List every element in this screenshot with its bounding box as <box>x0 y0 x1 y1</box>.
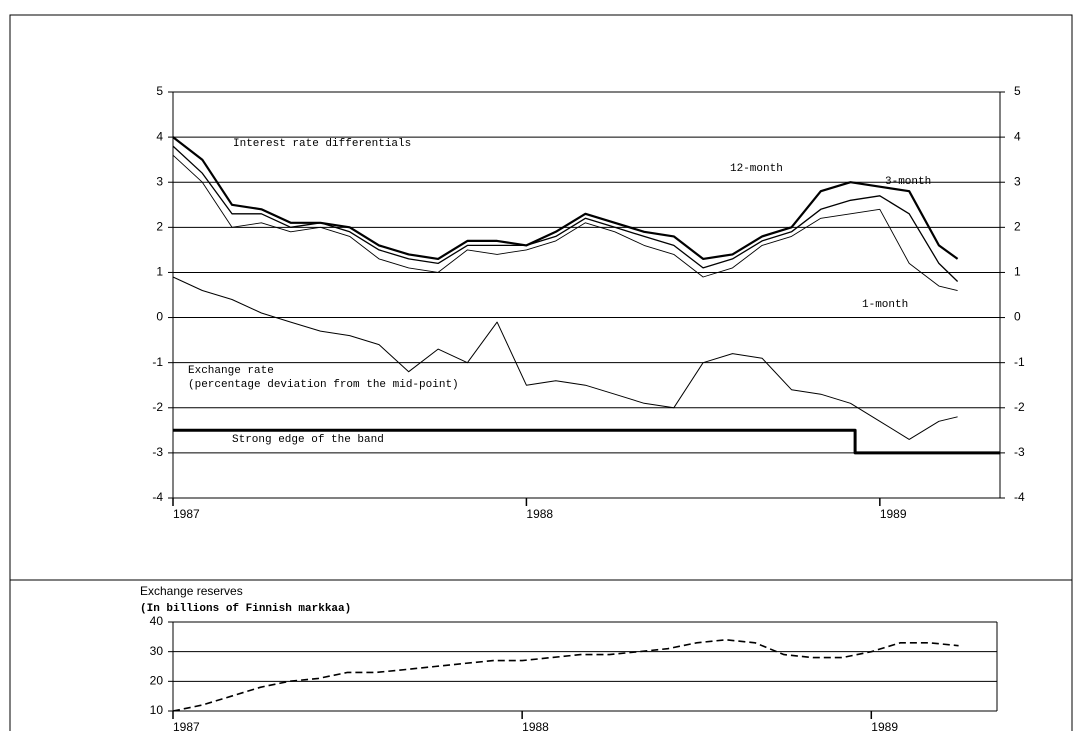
y-tick-label: 3 <box>156 174 163 188</box>
y-tick-label-right: 5 <box>1014 84 1021 98</box>
y-tick-label: 4 <box>156 129 163 143</box>
y-tick-label: -1 <box>152 355 163 369</box>
y-tick-label-right: 3 <box>1014 174 1021 188</box>
y-tick-label-right: 4 <box>1014 129 1021 143</box>
x-tick-label: 1989 <box>880 507 907 521</box>
series-label: 1-month <box>862 299 908 311</box>
series-line <box>172 136 959 260</box>
series-line <box>172 154 958 291</box>
x-tick-label: 1988 <box>522 720 549 731</box>
y-tick-label-right: 1 <box>1014 265 1021 279</box>
y-tick-label: -3 <box>152 445 163 459</box>
y-tick-label: 2 <box>156 220 163 234</box>
y-tick-label: -4 <box>152 490 163 504</box>
series-line <box>172 276 958 440</box>
annotation: Interest rate differentials <box>233 138 411 150</box>
y-tick-label-right: 0 <box>1014 310 1021 324</box>
y-tick-label: 1 <box>156 265 163 279</box>
y-tick-label-right: 2 <box>1014 220 1021 234</box>
x-tick-label: 1989 <box>871 720 898 731</box>
chart-title: Exchange reserves <box>140 584 243 598</box>
x-tick-label: 1987 <box>173 507 200 521</box>
series-line <box>173 428 1000 455</box>
y-tick-label: -2 <box>152 400 163 414</box>
y-tick-label-right: -2 <box>1014 400 1025 414</box>
chart-subtitle: (In billions of Finnish markkaa) <box>140 603 351 615</box>
y-tick-label: 0 <box>156 310 163 324</box>
y-tick-label-right: -3 <box>1014 445 1025 459</box>
x-tick-label: 1988 <box>526 507 553 521</box>
y-tick-label: 30 <box>150 644 164 658</box>
series-label: Exchange rate <box>188 365 274 377</box>
y-tick-label-right: -1 <box>1014 355 1025 369</box>
top-frame <box>9 14 1073 581</box>
series-label: 12-month <box>730 163 783 175</box>
series-line <box>172 145 959 282</box>
x-tick-label: 1987 <box>173 720 200 731</box>
y-tick-label: 5 <box>156 84 163 98</box>
series-label: 3-month <box>885 176 931 188</box>
y-tick-label: 20 <box>150 674 164 688</box>
y-tick-label: 10 <box>150 703 164 717</box>
annotation: (percentage deviation from the mid-point… <box>188 379 459 391</box>
y-tick-label: 40 <box>150 614 164 628</box>
series-line <box>172 639 959 712</box>
y-tick-label-right: -4 <box>1014 490 1025 504</box>
series-label: Strong edge of the band <box>232 434 384 446</box>
